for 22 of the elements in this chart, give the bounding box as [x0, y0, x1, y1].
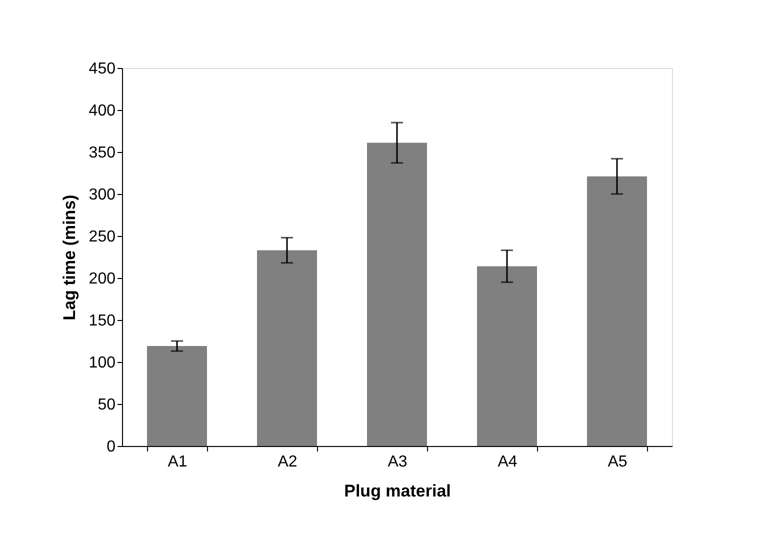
x-tick-label: A5: [608, 454, 628, 470]
x-tick-label: A4: [498, 454, 518, 470]
y-tick-label: 50: [98, 396, 116, 414]
x-tick-label: A1: [168, 454, 188, 470]
y-tick-label: 250: [88, 228, 116, 246]
y-tick-label: 200: [88, 270, 116, 288]
y-tick-label: 450: [88, 60, 116, 78]
y-tick-label: 300: [88, 186, 116, 204]
bar: [257, 250, 317, 446]
bar: [477, 266, 537, 446]
y-tick-label: 400: [88, 102, 116, 120]
y-axis-title: Lag time (mins): [60, 194, 79, 320]
x-tick-label: A3: [388, 454, 408, 470]
bar: [147, 346, 207, 446]
y-tick-label: 150: [88, 312, 116, 330]
x-tick-label: A2: [278, 454, 298, 470]
bar: [367, 142, 427, 446]
y-tick-label: 100: [88, 354, 116, 372]
y-tick-label: 350: [88, 144, 116, 162]
y-tick-label: 0: [106, 438, 116, 456]
bar: [587, 176, 647, 446]
x-axis-title: Plug material: [344, 482, 451, 500]
